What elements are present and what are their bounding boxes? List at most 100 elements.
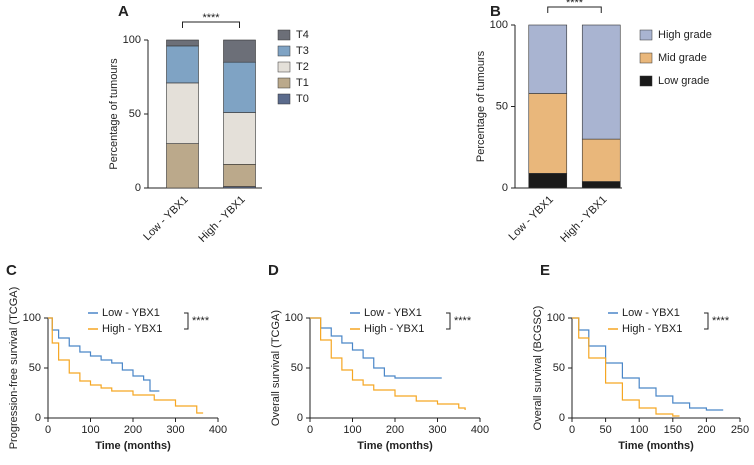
- x-tick-label: 0: [45, 424, 51, 436]
- legend-swatch: [277, 29, 291, 41]
- significance-bracket: [182, 21, 240, 28]
- panel-label: A: [118, 3, 129, 20]
- y-tick-label: 0: [135, 182, 141, 194]
- x-tick-label: 250: [731, 424, 749, 436]
- legend-label: Low grade: [658, 75, 709, 87]
- legend-label: T4: [296, 29, 309, 41]
- x-tick-label: 200: [124, 424, 142, 436]
- x-tick-label: Low - YBX1: [507, 194, 556, 243]
- survival-curve: [572, 317, 724, 411]
- x-tick-label: 100: [630, 424, 648, 436]
- x-axis-label: Time (months): [618, 440, 694, 452]
- legend-label: T1: [296, 77, 309, 89]
- legend-swatch: [639, 29, 653, 41]
- x-tick-label: 300: [428, 424, 446, 436]
- y-tick-label: 50: [496, 100, 508, 112]
- significance-bracket: [184, 312, 189, 330]
- y-axis-label: Overall survival (BCGSC): [532, 306, 544, 431]
- legend-label: High - YBX1: [622, 323, 682, 335]
- legend-swatch: [277, 45, 291, 57]
- bar-segment: [581, 138, 621, 182]
- x-tick-label: 0: [569, 424, 575, 436]
- bar-segment: [581, 24, 621, 140]
- bar-segment: [581, 181, 621, 189]
- bar-segment: [166, 143, 199, 189]
- legend-swatch: [277, 93, 291, 105]
- legend-label: T2: [296, 61, 309, 73]
- survival-curve: [572, 317, 680, 417]
- legend-label: Low - YBX1: [622, 307, 680, 319]
- y-tick-label: 100: [123, 34, 141, 46]
- legend-swatch: [277, 77, 291, 89]
- x-tick-label: 200: [697, 424, 715, 436]
- x-tick-label: 50: [599, 424, 611, 436]
- significance-label: ****: [712, 315, 730, 327]
- y-tick-label: 50: [129, 108, 141, 120]
- legend-label: High grade: [658, 29, 712, 41]
- significance-label: ****: [202, 12, 220, 24]
- y-axis-label: Overall survival (TCGA): [270, 310, 282, 426]
- bar-segment: [166, 45, 199, 84]
- y-tick-label: 50: [29, 362, 41, 374]
- x-tick-label: 400: [209, 424, 227, 436]
- x-tick-label: 300: [166, 424, 184, 436]
- legend-label: Mid grade: [658, 52, 707, 64]
- survival-curve: [48, 317, 204, 414]
- significance-label: ****: [454, 315, 472, 327]
- significance-label: ****: [192, 315, 210, 327]
- legend-label: High - YBX1: [102, 323, 162, 335]
- survival-curve: [310, 317, 466, 410]
- panel-label: B: [490, 3, 501, 20]
- survival-curve: [310, 317, 442, 379]
- x-axis-label: Time (months): [357, 440, 433, 452]
- y-tick-label: 100: [285, 312, 303, 324]
- bar-segment: [223, 61, 256, 113]
- legend-swatch: [639, 75, 653, 87]
- x-tick-label: High - YBX1: [558, 194, 609, 245]
- y-axis-label: Percentage of tumours: [108, 58, 120, 170]
- bar-segment: [166, 82, 199, 144]
- x-tick-label: 100: [81, 424, 99, 436]
- significance-bracket: [704, 312, 709, 330]
- y-tick-label: 0: [297, 412, 303, 424]
- y-axis-label: Progression-free survival (TCGA): [8, 287, 20, 450]
- legend-swatch: [639, 52, 653, 64]
- bar-segment: [223, 112, 256, 165]
- bar-segment: [528, 93, 568, 174]
- x-tick-label: 200: [386, 424, 404, 436]
- y-tick-label: 0: [502, 182, 508, 194]
- x-tick-label: High - YBX1: [197, 194, 248, 245]
- y-tick-label: 100: [23, 312, 41, 324]
- panel-label: E: [540, 262, 550, 279]
- y-tick-label: 100: [490, 19, 508, 31]
- legend-label: Low - YBX1: [102, 307, 160, 319]
- bar-segment: [223, 164, 256, 187]
- survival-curve: [48, 317, 160, 392]
- x-tick-label: 0: [307, 424, 313, 436]
- significance-bracket: [446, 312, 451, 330]
- significance-label: ****: [566, 0, 584, 9]
- legend-label: Low - YBX1: [364, 307, 422, 319]
- y-tick-label: 50: [291, 362, 303, 374]
- legend-label: T3: [296, 45, 309, 57]
- panel-label: D: [268, 262, 279, 279]
- y-tick-label: 100: [547, 312, 565, 324]
- legend-swatch: [277, 61, 291, 73]
- x-axis-label: Time (months): [95, 440, 171, 452]
- bar-segment: [166, 39, 199, 47]
- legend-label: High - YBX1: [364, 323, 424, 335]
- y-tick-label: 50: [553, 362, 565, 374]
- x-tick-label: 100: [343, 424, 361, 436]
- x-tick-label: Low - YBX1: [141, 194, 190, 243]
- y-tick-label: 0: [559, 412, 565, 424]
- bar-segment: [528, 173, 568, 189]
- significance-bracket: [547, 6, 602, 13]
- x-tick-label: 150: [664, 424, 682, 436]
- y-tick-label: 0: [35, 412, 41, 424]
- panel-label: C: [6, 262, 17, 279]
- bar-segment: [528, 24, 568, 94]
- x-tick-label: 400: [471, 424, 489, 436]
- legend-label: T0: [296, 93, 309, 105]
- bar-segment: [223, 39, 256, 63]
